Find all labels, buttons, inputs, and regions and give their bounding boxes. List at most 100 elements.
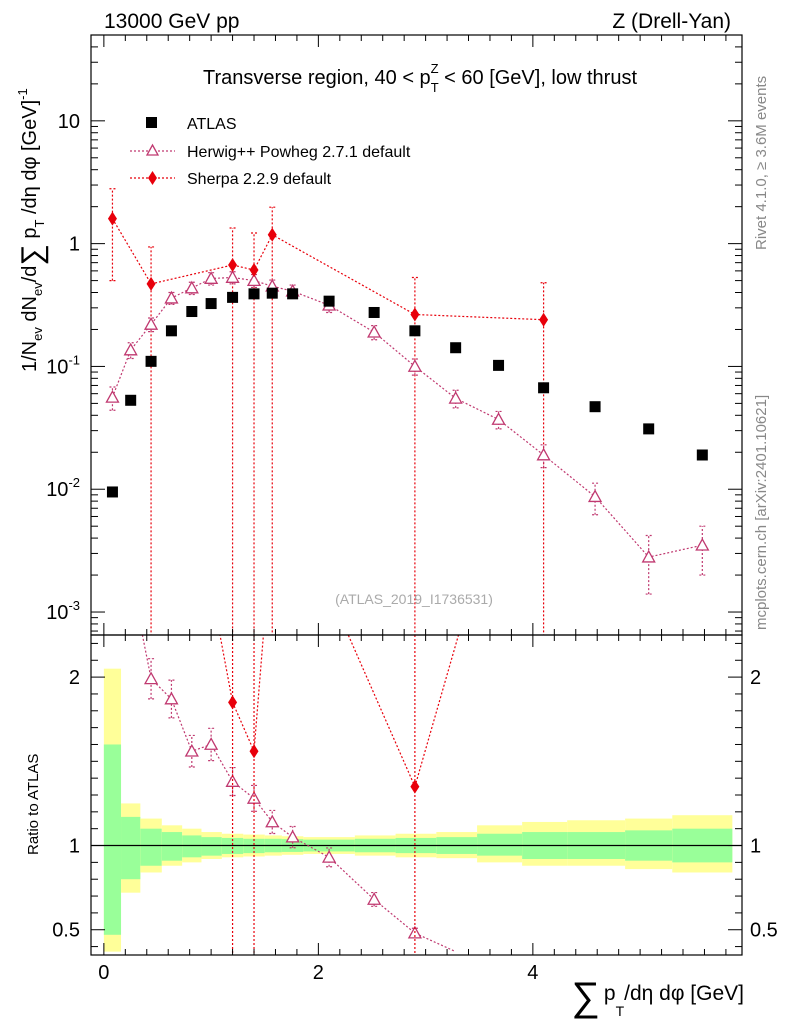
sherpa-ratio-line (253, 635, 265, 752)
atlas-point (538, 382, 550, 394)
sherpa-error-bar (411, 276, 418, 635)
y-tick-label: 10-1 (46, 352, 80, 378)
mcplots-label: mcplots.cern.ch [arXiv:2401.10621] (753, 395, 770, 630)
x-axis-label: ∑ pT/dη dφ [GeV] (571, 975, 744, 1019)
atlas-point (266, 287, 278, 299)
herwig-ratio-error-bar (188, 734, 195, 768)
sherpa-point (228, 257, 238, 272)
herwig-point (367, 324, 382, 338)
herwig-line (111, 276, 703, 558)
herwig-point (225, 270, 240, 283)
herwig-error-bar (148, 317, 155, 333)
y-tick-label: 1 (69, 234, 80, 256)
sherpa-ratio-line (347, 635, 416, 787)
herwig-point (123, 342, 138, 356)
sherpa-error-bar (109, 188, 116, 282)
legend-label-atlas: ATLAS (187, 116, 237, 133)
herwig-ratio-point (204, 737, 219, 750)
legend-label-sherpa: Sherpa 2.2.9 default (187, 171, 332, 188)
sherpa-point (539, 312, 549, 327)
herwig-error-bar (592, 482, 599, 516)
herwig-point (448, 390, 463, 404)
ratio-band-inner (477, 833, 523, 856)
herwig-point (105, 390, 120, 403)
legend: ATLAS Herwig++ Powheg 2.7.1 default Sher… (130, 116, 411, 188)
herwig-point (536, 447, 551, 461)
sherpa-error-bar (269, 206, 276, 635)
atlas-point (145, 355, 157, 367)
atlas-point (125, 394, 137, 406)
atlas-point (287, 288, 299, 300)
herwig-error-bar (109, 386, 116, 411)
legend-label-herwig: Herwig++ Powheg 2.7.1 default (187, 144, 411, 161)
herwig-ratio-point (184, 743, 199, 757)
atlas-point (227, 291, 239, 303)
ratio-frame (90, 634, 743, 956)
herwig-error-bar (208, 272, 215, 286)
sherpa-ratio-point (228, 695, 238, 710)
herwig-ratio-line (141, 635, 456, 953)
herwig-point (491, 412, 506, 425)
sherpa-error-bar (540, 282, 547, 635)
ratio-band-inner (182, 835, 202, 858)
herwig-point (143, 317, 159, 330)
atlas-point (589, 401, 601, 413)
herwig-point (587, 489, 603, 503)
sherpa-point (146, 276, 156, 291)
ratio-plot-area (141, 635, 460, 955)
ratio-band-inner (103, 744, 122, 935)
ratio-y-tick-label-left: 2 (69, 667, 80, 689)
ratio-y-tick-label-right: 1 (750, 836, 761, 858)
herwig-error-bar (540, 444, 547, 469)
herwig-ratio-point (367, 892, 382, 905)
x-tick-label: 0 (98, 962, 109, 984)
sherpa-point (249, 262, 259, 277)
herwig-error-bar (229, 271, 236, 285)
sherpa-point (410, 307, 420, 322)
herwig-error-bar (188, 281, 195, 296)
x-tick-label: 2 (313, 962, 324, 984)
atlas-point (248, 288, 260, 300)
sherpa-ratio-line (219, 635, 234, 703)
header-right: Z (Drell-Yan) (612, 10, 731, 33)
herwig-ratio-point (321, 849, 337, 863)
chart-title: Transverse region, 40 < pTZ < 60 [GeV], … (203, 61, 637, 95)
y-axis-label-ratio: Ratio to ATLAS (25, 754, 42, 855)
atlas-point (643, 423, 655, 435)
sherpa-ratio-point (410, 779, 420, 794)
main-plot-area (105, 188, 710, 635)
herwig-point (641, 549, 656, 563)
herwig-error-bar (645, 534, 652, 595)
herwig-ratio-point (164, 691, 179, 705)
atlas-point (186, 306, 198, 318)
analysis-id: (ATLAS_2019_I1736531) (335, 591, 493, 607)
herwig-error-bar (371, 325, 378, 341)
atlas-point (409, 325, 421, 337)
ratio-band-inner (201, 837, 222, 856)
herwig-point (204, 271, 219, 284)
herwig-ratio-point (143, 671, 159, 685)
ratio-y-tick-label-right: 2 (750, 667, 761, 689)
y-tick-label: 10-2 (46, 475, 80, 501)
herwig-point (407, 359, 422, 372)
sherpa-error-bar (229, 227, 236, 635)
herwig-point (695, 537, 710, 551)
herwig-point (164, 290, 179, 304)
herwig-point (184, 280, 199, 294)
ratio-uncertainty-bands (91, 668, 742, 952)
herwig-ratio-error-bar (168, 679, 175, 719)
y-axis-label-main: 1/Nev dNev/d∑ pT /dη dφ [GeV]-1 (15, 88, 49, 372)
herwig-error-bar (251, 273, 258, 289)
legend-marker-herwig (145, 143, 160, 156)
ratio-band-inner (140, 828, 162, 866)
herwig-ratio-error-bar (269, 809, 276, 835)
herwig-ratio-point (265, 814, 280, 828)
sherpa-ratio-point (249, 744, 259, 759)
atlas-point (368, 306, 380, 318)
rivet-label: Rivet 4.1.0, ≥ 3.6M events (753, 76, 770, 250)
legend-marker-sherpa (148, 171, 157, 185)
header-left: 13000 GeV pp (104, 10, 239, 33)
herwig-ratio-error-bar (371, 891, 378, 907)
sherpa-ratio-line (232, 702, 255, 752)
